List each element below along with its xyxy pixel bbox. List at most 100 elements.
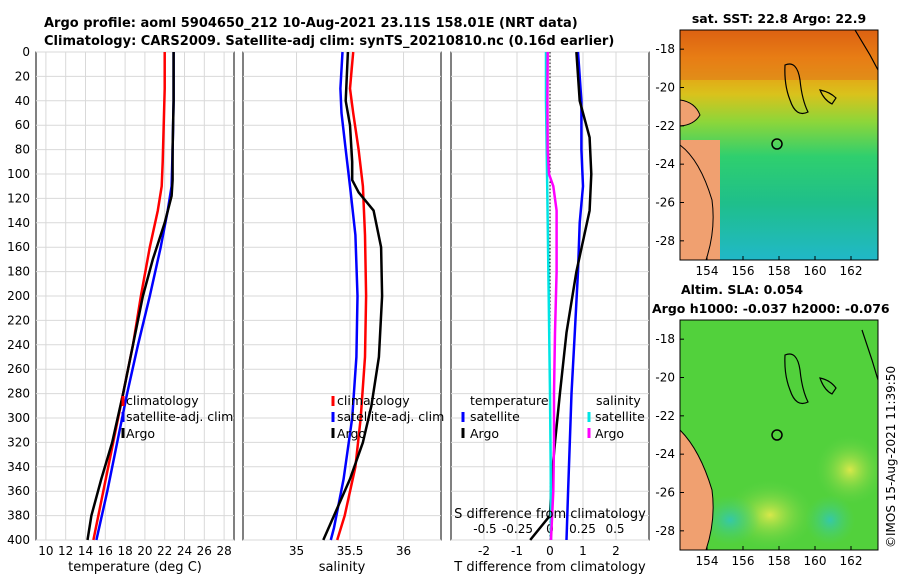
difference-tick-labels: -2 -1 0 1 2 xyxy=(478,544,620,558)
depth-tick-100: 100 xyxy=(7,167,30,181)
difference-series-salinity-satellite xyxy=(544,52,553,541)
temperature-tick-28: 28 xyxy=(216,544,231,558)
legend-salinity-heading: salinity xyxy=(596,393,641,408)
difference-series-salinity-argo xyxy=(546,51,558,541)
salinity-legend: climatology satellite-adj. clim Argo xyxy=(331,393,444,441)
depth-tick-60: 60 xyxy=(15,118,30,132)
temperature-tick-26: 26 xyxy=(197,544,212,558)
legend-temp-argo-label: Argo xyxy=(470,426,499,441)
temperature-legend: climatology satellite-adj. clim Argo xyxy=(121,393,233,441)
sst-island-shape xyxy=(680,99,701,127)
difference-profiles xyxy=(529,51,593,541)
depth-tick-360: 360 xyxy=(7,484,30,498)
temperature-tick-14: 14 xyxy=(78,544,93,558)
sst-coastline xyxy=(680,144,714,260)
salinity-legend-satellite-label: satellite-adj. clim xyxy=(337,409,444,424)
legend-satellite-label: satellite-adj. clim xyxy=(126,409,233,424)
salinity-series-argo xyxy=(322,51,384,541)
slaTicks-y--24: -24 xyxy=(655,447,675,461)
depth-tick-120: 120 xyxy=(7,191,30,205)
sla-north-contour xyxy=(861,329,878,381)
slaTicks-y--18: -18 xyxy=(655,332,675,346)
salinity-tick-35: 35 xyxy=(289,544,304,558)
slaTicks-x-158: 158 xyxy=(768,554,791,568)
sst-map-title: sat. SST: 22.8 Argo: 22.9 xyxy=(692,11,866,26)
salinity-tick-35.5: 35.5 xyxy=(337,544,364,558)
sdiff-tick--0.5: -0.5 xyxy=(473,522,496,536)
legend-sal-argo-label: Argo xyxy=(595,426,624,441)
difference-tick-2: 2 xyxy=(612,544,620,558)
sstTicks-y--20: -20 xyxy=(655,81,675,95)
salinity-difference-tick-labels: -0.5 -0.25 0 0.25 0.5 xyxy=(473,522,624,536)
depth-tick-80: 80 xyxy=(15,143,30,157)
sstTicks-y--18: -18 xyxy=(655,42,675,56)
depth-tick-300: 300 xyxy=(7,411,30,425)
temperature-tick-10: 10 xyxy=(38,544,53,558)
salinity-series-climatology xyxy=(336,51,368,541)
temperature-tick-labels: 10 12 14 16 18 20 22 24 26 28 xyxy=(38,544,231,558)
salinity-legend-argo-label: Argo xyxy=(337,426,366,441)
legend-sal-satellite-label: satellite xyxy=(595,409,645,424)
sstTicks-x-154: 154 xyxy=(696,264,719,278)
temperature-tick-22: 22 xyxy=(157,544,172,558)
temperature-axis-label: temperature (deg C) xyxy=(68,560,202,575)
difference-tick--1: -1 xyxy=(511,544,523,558)
salinity-series-satellite-adj-clim xyxy=(329,51,359,541)
sst-argo-position-marker xyxy=(771,138,783,150)
depth-tick-20: 20 xyxy=(15,69,30,83)
sstTicks-y--24: -24 xyxy=(655,157,675,171)
depth-tick-labels: 0 20 40 60 80 100 120 140 160 180 200 220 240 260 280 3… xyxy=(7,45,30,547)
slaTicks-y--20: -20 xyxy=(655,371,675,385)
difference-tick-1: 1 xyxy=(579,544,587,558)
depth-tick-200: 200 xyxy=(7,289,30,303)
depth-tick-180: 180 xyxy=(7,265,30,279)
sst-north-contour xyxy=(854,30,878,71)
slaTicks-x-156: 156 xyxy=(732,554,755,568)
depth-tick-280: 280 xyxy=(7,387,30,401)
depth-tick-260: 260 xyxy=(7,362,30,376)
sstTicks-x-162: 162 xyxy=(840,264,863,278)
salinity-panel: 35 35.5 36 salinity climatology satellite-… xyxy=(242,51,444,575)
sst-reef-outline xyxy=(819,89,837,105)
legend-temperature-heading: temperature xyxy=(470,393,549,408)
slaTicks-x-154: 154 xyxy=(696,554,719,568)
slaTicks-x-162: 162 xyxy=(840,554,863,568)
legend-temp-satellite-label: satellite xyxy=(470,409,520,424)
sstTicks-y--26: -26 xyxy=(655,196,675,210)
slaTicks-y--26: -26 xyxy=(655,486,675,500)
sstTicks-x-158: 158 xyxy=(768,264,791,278)
temperature-profiles xyxy=(86,52,175,541)
difference-tick-0: 0 xyxy=(546,544,554,558)
depth-tick-340: 340 xyxy=(7,460,30,474)
sla-map-title2: Argo h1000: -0.037 h2000: -0.076 xyxy=(652,301,890,316)
sdiff-tick-0.25: 0.25 xyxy=(569,522,596,536)
difference-panel: -2 -1 0 1 2 -0.5 -0.25 0 0.25 0.5 T difference f… xyxy=(450,51,650,575)
sst-map xyxy=(680,30,878,260)
sst-map-ticks: 154 156 158 160 162 -18 -20 -22 -24 -26 -28 xyxy=(655,42,862,278)
difference-legend-temperature: temperature satellite Argo xyxy=(461,393,549,441)
temperature-tick-24: 24 xyxy=(177,544,192,558)
sla-new-caledonia-outline xyxy=(784,353,809,405)
sla-map-ticks: 154 156 158 160 162 -18 -20 -22 -24 -26 -28 xyxy=(655,332,862,568)
sstTicks-x-156: 156 xyxy=(732,264,755,278)
sst-warm-band xyxy=(680,30,878,80)
sstTicks-y--28: -28 xyxy=(655,234,675,248)
salinity-tick-36: 36 xyxy=(396,544,411,558)
temperature-series-argo xyxy=(86,52,175,541)
sdiff-tick-0.5: 0.5 xyxy=(605,522,624,536)
sla-reef-outline xyxy=(819,377,837,395)
salinity-profiles xyxy=(322,51,384,541)
temperature-grid xyxy=(36,51,234,541)
difference-tick--2: -2 xyxy=(478,544,490,558)
depth-tick-240: 240 xyxy=(7,338,30,352)
slaTicks-x-160: 160 xyxy=(804,554,827,568)
temperature-panel: 0 20 40 60 80 100 120 140 160 180 200 220 240 260 280 3… xyxy=(7,45,235,575)
temperature-tick-18: 18 xyxy=(117,544,132,558)
slaTicks-y--28: -28 xyxy=(655,524,675,538)
sstTicks-y--22: -22 xyxy=(655,119,675,133)
sla-map-title1: Altim. SLA: 0.054 xyxy=(681,282,803,297)
sla-coastline xyxy=(680,429,714,550)
sdiff-tick--0.25: -0.25 xyxy=(502,522,533,536)
salinity-legend-climatology-label: climatology xyxy=(337,393,410,408)
